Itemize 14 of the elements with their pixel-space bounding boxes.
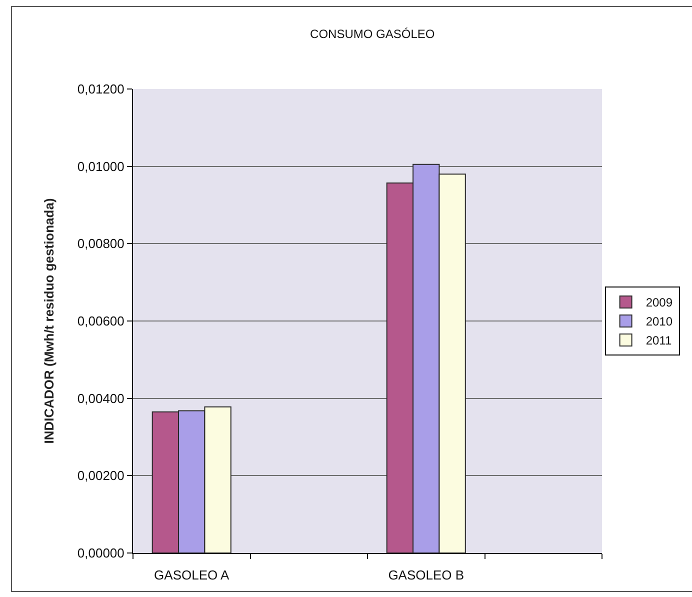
y-tick-label: 0,00200 [77,468,124,484]
chart-title: CONSUMO GASÓLEO [310,27,435,42]
x-tick-label: GASOLEO A [154,568,230,583]
x-tick-label: GASOLEO B [388,568,464,583]
legend-label: 2010 [646,314,673,329]
y-tick-label: 0,00800 [77,236,124,252]
y-tick-label: 0,01200 [77,82,124,97]
y-tick-label: 0,01000 [77,158,124,174]
y-axis-title: INDICADOR (Mwh/t residuo gestionada) [41,198,56,444]
legend-label: 2011 [646,334,672,348]
y-tick-label: 0,00600 [77,314,124,329]
y-tick-label: 0,00000 [77,546,124,561]
legend-label: 2009 [646,296,673,310]
y-tick-label: 0,00400 [77,390,124,406]
